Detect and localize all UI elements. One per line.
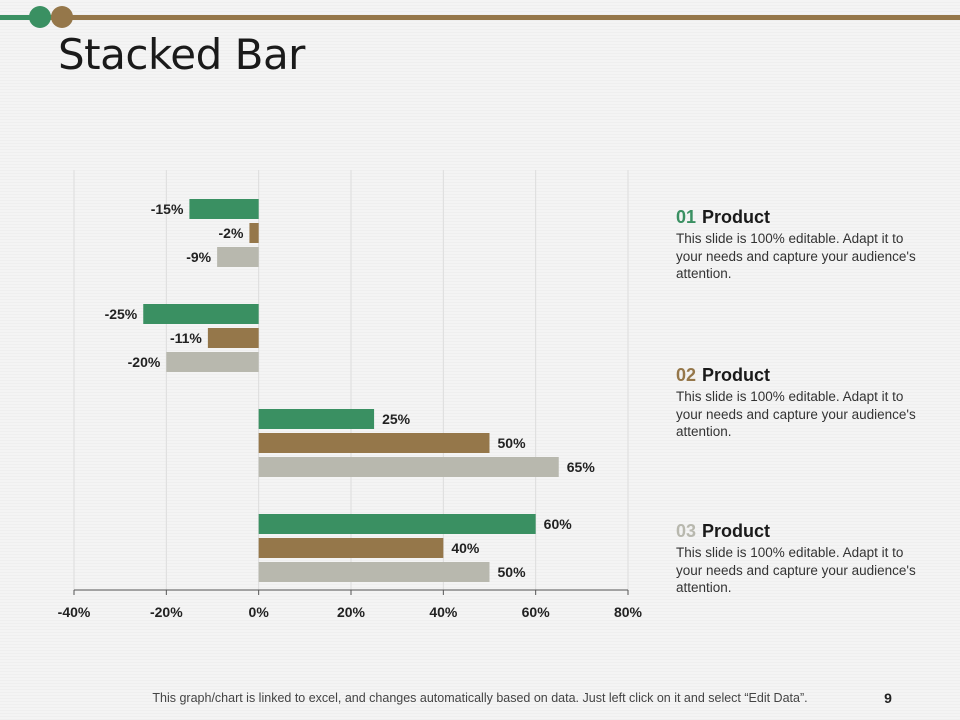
x-tick-label: 40% — [429, 604, 458, 620]
legend-number-2: 02 — [676, 365, 697, 385]
page-number: 9 — [884, 690, 892, 706]
legend-label-3: Product — [702, 521, 771, 541]
data-label: 65% — [567, 459, 596, 475]
data-label: 60% — [544, 516, 573, 532]
legend-number-1: 01 — [676, 207, 697, 227]
top-bar-green-dot — [29, 6, 51, 28]
legend-description-1: This slide is 100% editable. Adapt it to… — [676, 231, 916, 281]
data-label: 40% — [451, 540, 480, 556]
data-label: 50% — [498, 564, 527, 580]
data-label: -9% — [186, 249, 211, 265]
legend-heading-1: 01 Product — [676, 206, 916, 228]
legend-heading-2: 02 Product — [676, 364, 916, 386]
data-label: -11% — [170, 330, 202, 346]
data-label: -20% — [128, 354, 161, 370]
legend-item-1: 01 Product This slide is 100% editable. A… — [676, 206, 916, 283]
bar — [258, 538, 444, 558]
legend-label-1: Product — [702, 207, 771, 227]
bar — [258, 514, 536, 534]
data-label: -25% — [105, 306, 138, 322]
bar — [249, 223, 259, 243]
horizontal-bar-chart: -40% -20% 0% 20% 40% 60% 80% -15% -2% -9% -25% -11%… — [58, 170, 643, 620]
x-tick-label: -20% — [150, 604, 183, 620]
bar — [258, 562, 490, 582]
x-tick-label: 60% — [522, 604, 551, 620]
x-tick-label: 80% — [614, 604, 643, 620]
legend-number-3: 03 — [676, 521, 697, 541]
bar — [189, 199, 259, 219]
x-tick-label: 0% — [249, 604, 270, 620]
data-label: -15% — [151, 201, 184, 217]
top-bar-brown-segment — [40, 15, 960, 20]
page-title: Stacked Bar — [58, 30, 305, 79]
data-label: 25% — [382, 411, 411, 427]
legend-description-2: This slide is 100% editable. Adapt it to… — [676, 389, 916, 439]
bar — [217, 247, 259, 267]
legend-item-3: 03 Product This slide is 100% editable. A… — [676, 520, 916, 597]
legend-label-2: Product — [702, 365, 771, 385]
bar — [258, 457, 559, 477]
legend-heading-3: 03 Product — [676, 520, 916, 542]
top-bar-green-segment — [0, 15, 40, 20]
bar — [258, 433, 490, 453]
footer-note: This graph/chart is linked to excel, and… — [152, 691, 808, 705]
x-tick-label: 20% — [337, 604, 366, 620]
legend-item-2: 02 Product This slide is 100% editable. A… — [676, 364, 916, 441]
bar — [258, 409, 375, 429]
top-decoration-bar — [0, 6, 960, 28]
bar — [143, 304, 259, 324]
x-tick-label: -40% — [58, 604, 91, 620]
bar — [207, 328, 259, 348]
legend-description-3: This slide is 100% editable. Adapt it to… — [676, 545, 916, 595]
data-label: -2% — [219, 225, 244, 241]
top-bar-brown-dot — [51, 6, 73, 28]
bar — [166, 352, 259, 372]
data-label: 50% — [498, 435, 527, 451]
